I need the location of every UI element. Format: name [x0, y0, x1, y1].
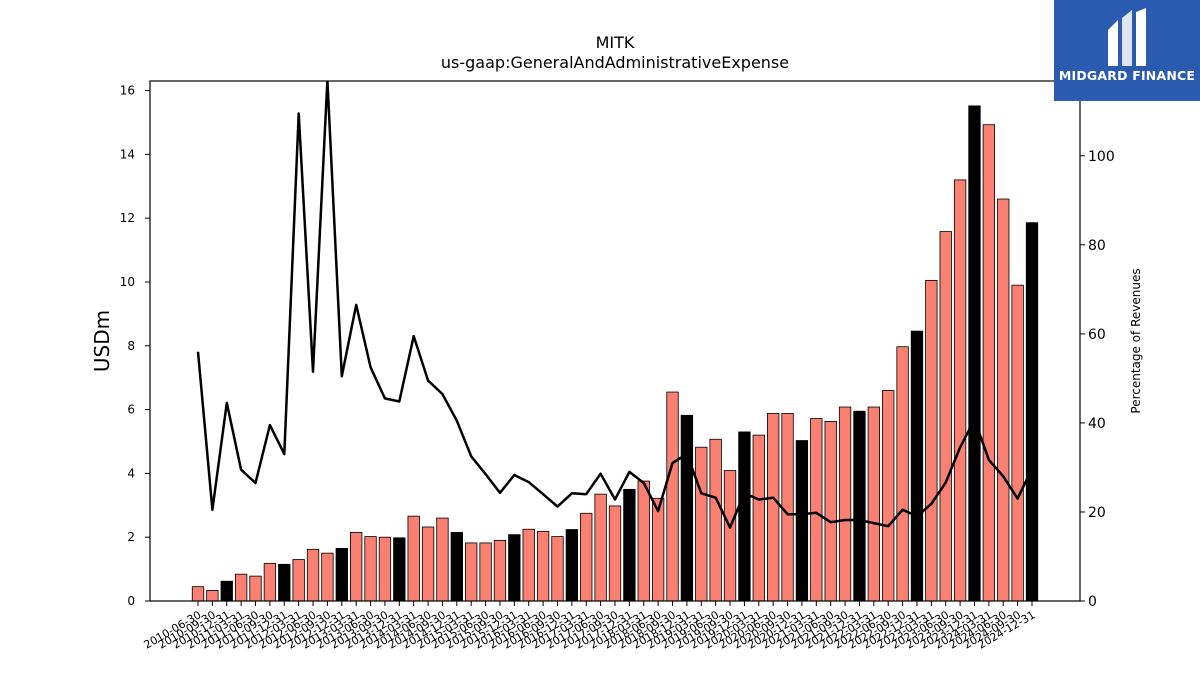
bar	[910, 330, 924, 602]
bar	[234, 573, 248, 602]
bar	[536, 531, 550, 602]
bar	[925, 279, 938, 602]
brand-logo: MIDGARD FINANCE	[1054, 0, 1200, 101]
bar-group	[191, 105, 1039, 602]
bar	[997, 198, 1010, 602]
bar	[824, 420, 837, 602]
bar	[306, 548, 320, 602]
y-right-tick-label: 100	[1088, 149, 1115, 165]
line-group	[196, 81, 1034, 529]
bar	[752, 434, 765, 602]
bar	[896, 346, 909, 602]
bar	[695, 446, 708, 602]
chart-title: MITK	[596, 33, 635, 52]
line-series	[196, 81, 1034, 529]
bar	[594, 493, 607, 602]
y-axis-label-right: Percentage of Revenues	[1129, 268, 1143, 413]
bar	[623, 488, 636, 602]
bar	[1025, 222, 1039, 602]
bar	[723, 470, 737, 602]
bar	[393, 537, 406, 602]
y-axis-label-left: USDm	[90, 310, 114, 372]
bar	[810, 418, 823, 602]
y-tick-label: 8	[127, 339, 135, 353]
bar	[321, 552, 334, 602]
bar	[968, 105, 981, 602]
bar	[249, 575, 262, 602]
y-right-tick-label: 0	[1088, 594, 1097, 610]
bar	[292, 559, 305, 602]
bar	[767, 413, 780, 602]
bar	[465, 542, 478, 602]
bar	[378, 536, 392, 602]
bar	[522, 528, 535, 602]
y-tick-label: 10	[120, 275, 135, 289]
bar	[407, 515, 420, 602]
y-axis-right: 0 20 40 60 80 100	[1080, 149, 1115, 610]
y-tick-label: 12	[120, 211, 135, 225]
bar	[421, 526, 435, 602]
bar	[335, 547, 348, 602]
bar	[939, 231, 952, 602]
bar	[436, 517, 449, 602]
bar	[364, 536, 377, 602]
chart-subtitle: us-gaap:GeneralAndAdministrativeExpense	[441, 53, 789, 72]
y-tick-label: 14	[120, 147, 135, 161]
bar	[953, 179, 967, 602]
bar	[1011, 284, 1024, 602]
bar	[982, 124, 996, 602]
bar	[278, 563, 291, 602]
bar	[191, 586, 205, 602]
y-tick-label: 6	[127, 403, 135, 417]
y-tick-label: 0	[127, 594, 135, 608]
y-tick-label: 2	[127, 530, 135, 544]
bar	[781, 413, 794, 602]
bar	[853, 410, 866, 602]
bar	[608, 505, 622, 602]
bar	[580, 512, 593, 602]
logo-text: MIDGARD FINANCE	[1058, 68, 1196, 83]
bar	[795, 440, 809, 602]
y-right-tick-label: 60	[1088, 327, 1106, 343]
logo-mark-icon	[1108, 8, 1146, 66]
bar	[206, 590, 219, 602]
bar	[493, 539, 507, 602]
bar	[637, 480, 650, 602]
y-right-tick-label: 40	[1088, 416, 1106, 432]
bar	[882, 390, 895, 602]
bar	[450, 532, 463, 602]
y-right-tick-label: 20	[1088, 505, 1106, 521]
bar	[220, 580, 233, 602]
bar	[709, 438, 722, 602]
x-axis: 2010-06-302010-09-302010-12-312011-03-31…	[142, 601, 1038, 652]
bar	[263, 562, 277, 602]
bar	[738, 431, 751, 602]
bar	[350, 532, 363, 602]
bar	[508, 534, 521, 602]
y-tick-label: 16	[120, 84, 135, 98]
y-right-tick-label: 80	[1088, 238, 1106, 254]
bar	[838, 406, 852, 602]
y-tick-label: 4	[127, 466, 135, 480]
bar	[867, 406, 880, 602]
y-axis-left: 0 2 4 6 8 10 12 14 16	[120, 84, 150, 608]
bar	[479, 542, 492, 602]
bar	[666, 391, 679, 602]
bar	[551, 536, 564, 602]
bar	[651, 497, 665, 602]
bar	[680, 414, 694, 602]
bar	[565, 529, 579, 602]
